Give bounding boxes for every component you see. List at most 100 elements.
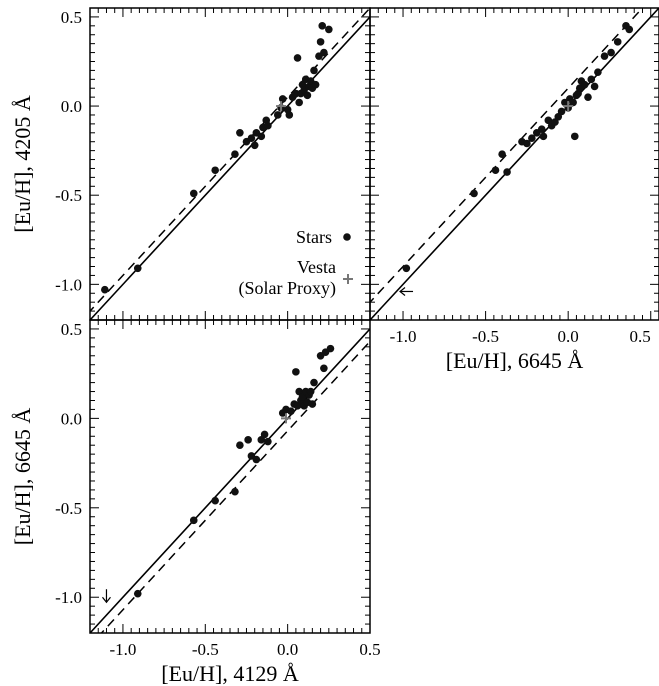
y-tick-label: -1.0: [55, 588, 82, 607]
star-point: [293, 54, 302, 62]
star-point: [580, 80, 589, 89]
upper-limit-head: [399, 287, 406, 296]
star-point: [236, 129, 244, 137]
star-point: [625, 25, 634, 34]
star-point: [278, 95, 287, 103]
panel-top-left: -1.0 -0.5 0.0 0.5 [Eu/H], 4205 Å Stars Vesta(S…: [10, 7, 371, 321]
star-point: [557, 107, 566, 116]
star-point: [211, 166, 219, 175]
star-point: [523, 139, 531, 148]
star-point: [320, 364, 328, 373]
plot-frame: [89, 319, 371, 634]
x-tick-label: -0.5: [192, 640, 219, 659]
star-point: [308, 400, 317, 408]
star-point: [613, 38, 622, 46]
x-axis-title: [Eu/H], 6645 Å: [446, 348, 584, 373]
y-tick-label: -1.0: [55, 275, 82, 294]
stars-series: [402, 22, 634, 273]
star-point: [236, 441, 244, 450]
star-point: [287, 407, 295, 416]
y-tick-label: -0.5: [55, 499, 82, 518]
upper-limit-arrow: [102, 589, 111, 604]
star-point: [306, 387, 315, 396]
star-point: [310, 66, 318, 75]
dashed-fit-line: [90, 8, 370, 313]
star-point: [231, 487, 239, 496]
one-to-one-line: [370, 8, 659, 320]
stars-series: [101, 22, 333, 294]
upper-limit-head: [102, 596, 111, 604]
one-to-one-line: [90, 15, 370, 320]
x-tick-label: -0.5: [472, 327, 499, 346]
star-point: [587, 75, 596, 84]
star-point: [310, 378, 318, 387]
star-point: [247, 134, 256, 142]
one-to-one-line: [90, 327, 370, 633]
star-point: [528, 134, 536, 142]
y-tick-label: 0.5: [61, 320, 82, 339]
star-point: [318, 22, 327, 30]
y-tick-label: 0.0: [61, 97, 82, 116]
star-point: [250, 141, 259, 150]
y-tick-label: -0.5: [55, 186, 82, 205]
star-point: [402, 264, 411, 273]
star-point: [133, 589, 142, 598]
x-tick-label: 0.5: [359, 640, 380, 659]
plot-frame: [369, 7, 659, 321]
vesta-series: [563, 101, 574, 112]
star-point: [600, 52, 609, 60]
y-tick-label: 0.5: [61, 8, 82, 27]
star-point: [189, 516, 198, 525]
star-point: [244, 436, 252, 444]
star-point: [189, 189, 198, 198]
star-point: [607, 48, 615, 57]
star-point: [326, 344, 335, 353]
reference-lines: [90, 8, 370, 320]
star-point: [320, 48, 328, 57]
dashed-fit-line: [370, 8, 644, 304]
star-point: [311, 80, 320, 89]
star-point: [590, 82, 599, 91]
star-point: [470, 189, 478, 198]
y-tick-label: 0.0: [61, 409, 82, 428]
star-point: [231, 150, 239, 158]
star-point: [273, 111, 282, 119]
panel-bottom-left: -1.0 -0.5 0.0 0.5 -1.0 -0.5 0.0 0.5 [Eu/H], 6645…: [10, 319, 381, 686]
star-point: [584, 93, 592, 101]
legend-label-stars: Stars: [296, 227, 332, 247]
y-axis-title: [Eu/H], 4205 Å: [10, 95, 35, 233]
vesta-series: [281, 413, 291, 424]
star-point: [491, 166, 500, 175]
legend: Stars Vesta(Solar Proxy): [239, 227, 353, 299]
star-point: [264, 437, 272, 446]
star-point: [539, 132, 548, 141]
star-point: [295, 98, 303, 107]
reference-lines: [370, 8, 659, 320]
x-tick-label: 0.0: [558, 327, 579, 346]
star-point: [303, 91, 312, 100]
star-point: [570, 132, 579, 141]
legend-marker-stars: [343, 233, 351, 241]
panel-top-right: -1.0 -0.5 0.0 0.5 [Eu/H], 6645 Å: [369, 7, 659, 373]
x-tick-label: 0.0: [277, 640, 298, 659]
y-axis-title: [Eu/H], 6645 Å: [10, 408, 35, 546]
star-point: [264, 121, 272, 130]
x-tick-label: -1.0: [109, 640, 136, 659]
star-point: [133, 264, 142, 273]
star-point: [325, 25, 333, 34]
upper-limit-arrow: [399, 287, 414, 296]
star-point: [260, 430, 269, 439]
star-point: [211, 496, 219, 505]
reference-lines: [90, 327, 370, 633]
star-point: [537, 125, 546, 134]
x-tick-label: -1.0: [390, 327, 417, 346]
star-point: [252, 455, 261, 464]
star-point: [503, 168, 511, 176]
x-axis-title: [Eu/H], 4129 Å: [161, 661, 299, 686]
star-point: [292, 368, 300, 376]
x-tick-label: 0.5: [629, 327, 650, 346]
star-point: [101, 285, 109, 294]
legend-label-vesta: Vesta: [297, 257, 336, 277]
star-point: [257, 132, 266, 141]
